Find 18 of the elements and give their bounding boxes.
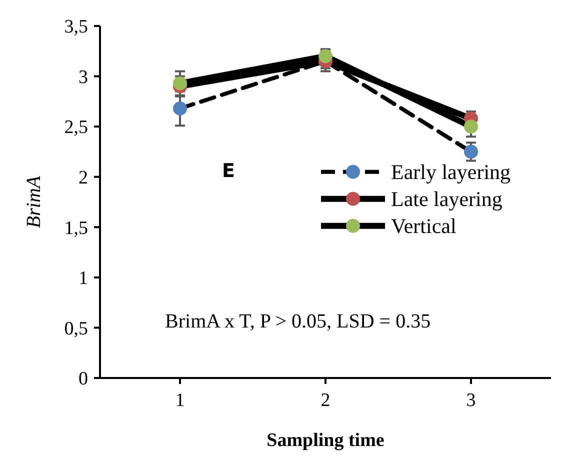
- y-tick-label: 0,5: [64, 318, 88, 340]
- y-tick-label: 1: [78, 268, 88, 290]
- annotation: E: [222, 160, 235, 182]
- legend-label: Vertical: [391, 214, 456, 238]
- y-tick-label: 2,5: [64, 117, 88, 138]
- x-axis-title: Sampling time: [266, 430, 384, 451]
- x-tick-label: 3: [466, 390, 476, 411]
- y-tick-label: 3,5: [64, 16, 88, 38]
- y-axis-title: BrimA: [23, 175, 45, 228]
- x-tick-label: 2: [320, 390, 330, 411]
- legend-label: Early layering: [391, 160, 512, 184]
- y-tick-label: 0: [78, 368, 88, 390]
- y-tick-label: 3: [78, 66, 88, 88]
- annotation: BrimA x T, P > 0.05, LSD = 0.35: [165, 310, 431, 333]
- legend-label: Late layering: [391, 187, 503, 212]
- y-tick-label: 1,5: [64, 218, 88, 239]
- x-tick-label: 1: [175, 390, 185, 411]
- y-tick-label: 2: [78, 168, 88, 189]
